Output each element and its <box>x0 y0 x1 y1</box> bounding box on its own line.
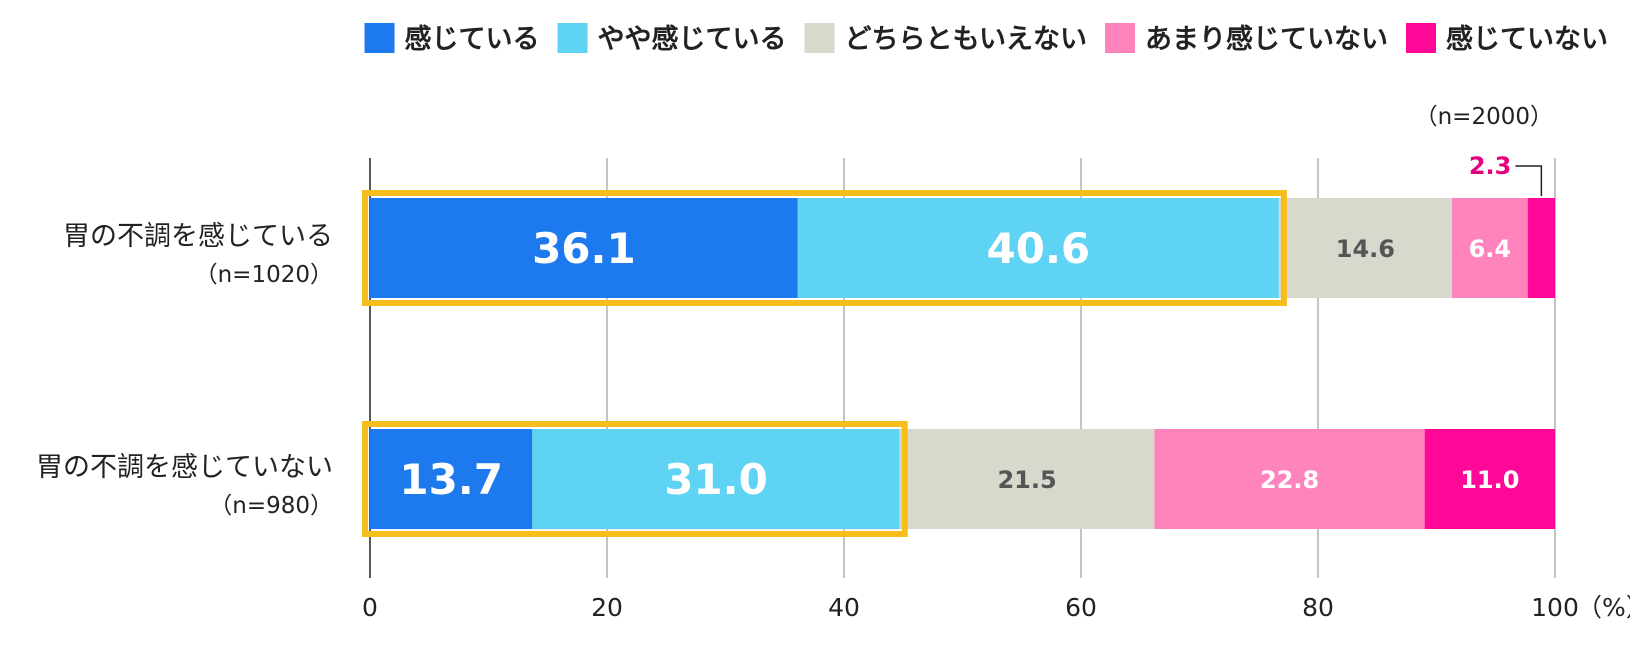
bar-segment <box>1154 429 1425 529</box>
data-label: 14.6 <box>1336 235 1395 263</box>
category-label: 胃の不調を感じていない <box>36 452 333 483</box>
x-axis-unit: （%） <box>1577 593 1630 622</box>
legend-swatch <box>364 23 395 53</box>
bar-segment <box>1451 198 1528 298</box>
legend-swatch <box>557 23 588 53</box>
legend-label: 感じている <box>405 23 540 55</box>
legend-label: やや感じている <box>598 23 787 55</box>
data-label: 40.6 <box>987 224 1091 273</box>
legend-swatch <box>1105 23 1135 53</box>
data-label-callout: 2.3 <box>1469 152 1512 180</box>
x-tick-label: 40 <box>828 593 860 622</box>
data-label: 31.0 <box>664 455 768 504</box>
data-label: 6.4 <box>1469 235 1512 263</box>
x-tick-label: 60 <box>1065 593 1097 622</box>
bar-segment <box>1527 198 1555 298</box>
bar-segment <box>1424 429 1555 529</box>
legend-swatch <box>804 23 835 53</box>
x-tick-label: 20 <box>591 593 623 622</box>
bar-segment <box>899 429 1155 529</box>
legend: 感じている やや感じている どちらともいえない あまり感じていない 感じていない <box>364 23 1608 55</box>
x-tick-label: 100 <box>1531 593 1579 622</box>
bar-segment <box>370 198 798 298</box>
highlight-frame <box>362 190 1287 306</box>
x-axis: 0 20 40 60 80 100（%） <box>362 593 1630 622</box>
bar-segment <box>1278 198 1452 298</box>
x-tick-label: 80 <box>1302 593 1334 622</box>
data-label: 36.1 <box>532 224 636 273</box>
category-n-label: （n=980） <box>209 493 333 519</box>
data-label: 22.8 <box>1260 466 1319 494</box>
highlight-frame <box>362 421 908 537</box>
callout-leader-line <box>1515 165 1543 196</box>
bar-segment <box>797 198 1279 298</box>
category-labels: 胃の不調を感じている （n=1020） 胃の不調を感じていない （n=980） <box>36 221 333 519</box>
category-label: 胃の不調を感じている <box>63 221 333 252</box>
x-tick-label: 0 <box>362 593 378 622</box>
legend-label: 感じていない <box>1446 23 1608 55</box>
data-label: 13.7 <box>399 455 503 504</box>
legend-swatch <box>1406 23 1436 53</box>
data-labels: 36.1 40.6 14.6 6.4 2.3 13.7 31.0 21.5 22.8 11.0 <box>399 152 1543 504</box>
data-label: 21.5 <box>997 466 1056 494</box>
bar-segment <box>532 429 900 529</box>
legend-label: あまり感じていない <box>1145 23 1388 55</box>
category-n-label: （n=1020） <box>195 262 333 288</box>
data-label: 11.0 <box>1460 466 1519 494</box>
bar-segment <box>370 429 533 529</box>
sample-size-note: （n=2000） <box>1415 104 1553 130</box>
legend-label: どちらともいえない <box>845 24 1087 55</box>
bars <box>362 190 1555 537</box>
